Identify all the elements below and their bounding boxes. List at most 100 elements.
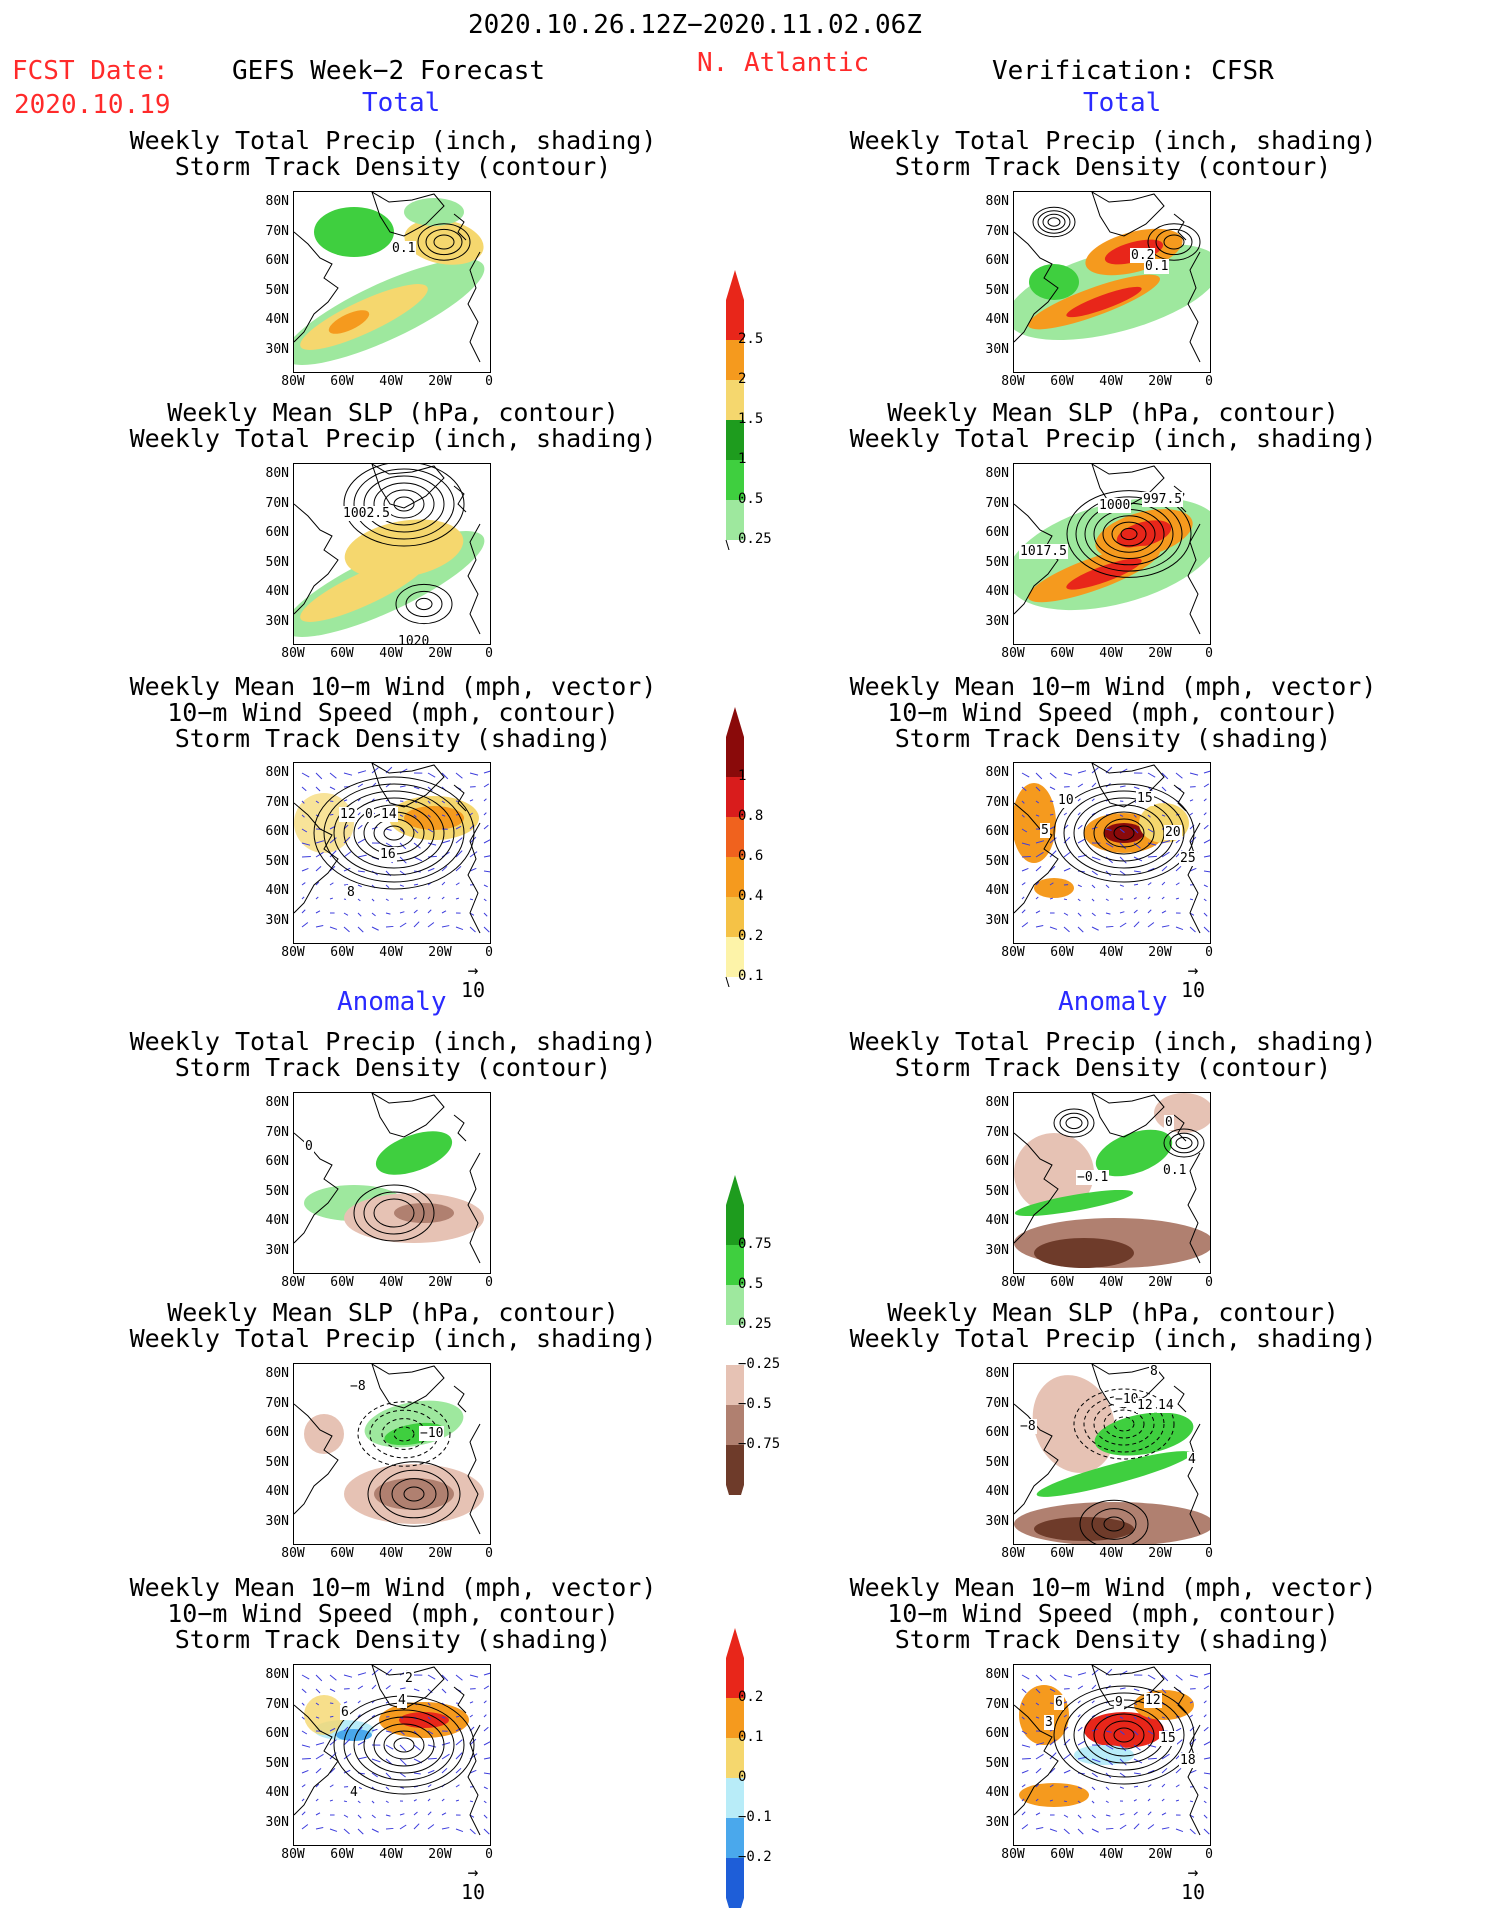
- lon-label: 80W: [1001, 374, 1025, 389]
- contour-label: 3: [1044, 1715, 1054, 1730]
- lat-label: 60N: [265, 824, 289, 839]
- panel-title-line: Storm Track Density (contour): [894, 152, 1332, 181]
- lat-label: 30N: [265, 1513, 289, 1529]
- lon-label: 40W: [1099, 1275, 1123, 1290]
- map-panel-1: 0.1: [293, 191, 491, 373]
- lon-label: 40W: [379, 1546, 403, 1561]
- colorbar-swatch: [726, 1245, 744, 1285]
- colorbar-swatch: [726, 777, 744, 817]
- lon-label: 20W: [1148, 1546, 1172, 1561]
- contour-label: 8: [346, 885, 356, 900]
- map-panel-2: 0.2 0.1: [1013, 191, 1211, 373]
- lon-label: 60W: [330, 646, 354, 661]
- vector-reference-arrow: →: [1187, 1862, 1199, 1883]
- lon-label: 60W: [1050, 1847, 1074, 1862]
- panel-title-line: Storm Track Density (shading): [894, 724, 1332, 753]
- lat-label: 70N: [985, 1124, 1009, 1140]
- lat-label: 50N: [985, 554, 1009, 570]
- colorbar-anom-precip-label: −0.75: [738, 1436, 781, 1452]
- lat-label: 50N: [265, 853, 289, 869]
- lat-label: 30N: [265, 912, 289, 928]
- panel-title-line: 10−m Wind Speed (mph, contour): [887, 698, 1339, 727]
- colorbar-total-precip-label: 1: [738, 451, 747, 467]
- contour-label: 0.1: [391, 241, 417, 256]
- colorbar-swatch: [726, 300, 744, 340]
- colorbar-swatch: [726, 1778, 744, 1818]
- panel-title-line: Weekly Total Precip (inch, shading): [129, 1324, 657, 1353]
- lat-label: 30N: [265, 613, 289, 629]
- lon-label: 80W: [281, 374, 305, 389]
- lat-label: 30N: [265, 1242, 289, 1258]
- colorbar-swatch: [726, 897, 744, 937]
- colorbar-total-track-label: 0.6: [738, 848, 764, 864]
- section-total-right: Total: [1083, 88, 1162, 118]
- lat-label: 70N: [985, 495, 1009, 511]
- panel-title-line: Weekly Mean SLP (hPa, contour): [887, 1298, 1339, 1327]
- lon-label: 40W: [1099, 374, 1123, 389]
- contour-label: 4: [349, 1785, 359, 1800]
- contour-label: 9: [1114, 1695, 1124, 1710]
- colorbar-swatch: [726, 1738, 744, 1778]
- lon-label: 20W: [1148, 646, 1172, 661]
- lat-label: 50N: [985, 1454, 1009, 1470]
- colorbar-swatch: [726, 1698, 744, 1738]
- lat-label: 60N: [265, 525, 289, 540]
- lat-label: 50N: [265, 282, 289, 298]
- lon-label: 0: [485, 1546, 493, 1561]
- colorbar-total-precip: [725, 270, 744, 571]
- lon-label: 20W: [428, 945, 452, 960]
- lon-label: 20W: [428, 374, 452, 389]
- lon-label: 40W: [1099, 945, 1123, 960]
- colorbar-total-track-label: 0.8: [738, 808, 764, 824]
- map-drawing: [1014, 1364, 1210, 1544]
- lat-label: 40N: [985, 1785, 1009, 1800]
- fcst-date: 2020.10.19: [14, 90, 171, 120]
- contour-label: 0: [304, 1139, 314, 1154]
- lat-label: 60N: [265, 1425, 289, 1440]
- colorbar-swatch: [726, 817, 744, 857]
- lon-label: 0: [1205, 1847, 1213, 1862]
- lat-label: 30N: [985, 1513, 1009, 1529]
- map-panel-5: 12 0 14 16 8: [293, 762, 491, 944]
- colorbar-swatch: [726, 1818, 744, 1858]
- contour-label: 6: [1054, 1695, 1064, 1710]
- lat-label: 60N: [265, 253, 289, 268]
- lon-label: 0: [1205, 374, 1213, 389]
- colorbar-total-track-label: 0.4: [738, 888, 764, 904]
- lat-label: 30N: [265, 341, 289, 357]
- lat-label: 30N: [985, 1242, 1009, 1258]
- lat-label: 50N: [985, 853, 1009, 869]
- left-title: GEFS Week−2 Forecast: [232, 56, 546, 86]
- colorbar-total-precip-label: 1.5: [738, 411, 764, 427]
- lat-label: 60N: [985, 1726, 1009, 1741]
- contour-label: 12: [339, 807, 357, 822]
- colorbar-swatch: [726, 1445, 744, 1485]
- colorbar-swatch: [726, 1405, 744, 1445]
- contour-label: 5: [1040, 823, 1050, 838]
- lat-label: 70N: [265, 495, 289, 511]
- colorbar-total-precip-label: 0.5: [738, 491, 764, 507]
- colorbar-swatch: [726, 737, 744, 777]
- lon-label: 20W: [1148, 945, 1172, 960]
- lon-label: 40W: [379, 374, 403, 389]
- lon-label: 80W: [281, 646, 305, 661]
- contour-label: −10: [1114, 1392, 1140, 1407]
- panel-title-line: Weekly Mean SLP (hPa, contour): [887, 398, 1339, 427]
- lat-label: 40N: [265, 584, 289, 599]
- contour-label: 12: [1136, 1398, 1154, 1413]
- lat-label: 40N: [265, 1785, 289, 1800]
- vector-reference-value: 10: [1180, 1880, 1206, 1904]
- contour-label: 10: [1057, 793, 1075, 808]
- lat-label: 50N: [985, 282, 1009, 298]
- panel-title-line: Storm Track Density (contour): [174, 1053, 612, 1082]
- vector-reference-arrow: →: [1187, 960, 1199, 981]
- panel-title-line: Storm Track Density (shading): [174, 1625, 612, 1654]
- contour-label: −10: [419, 1426, 445, 1441]
- contour-label: 18: [1179, 1753, 1197, 1768]
- map-drawing: [1014, 464, 1210, 635]
- lat-label: 80N: [265, 466, 289, 481]
- lat-label: 70N: [265, 223, 289, 239]
- right-title: Verification: CFSR: [992, 56, 1274, 86]
- colorbar-total-precip-label: 2: [738, 371, 747, 387]
- panel-title-line: Weekly Mean SLP (hPa, contour): [167, 1298, 619, 1327]
